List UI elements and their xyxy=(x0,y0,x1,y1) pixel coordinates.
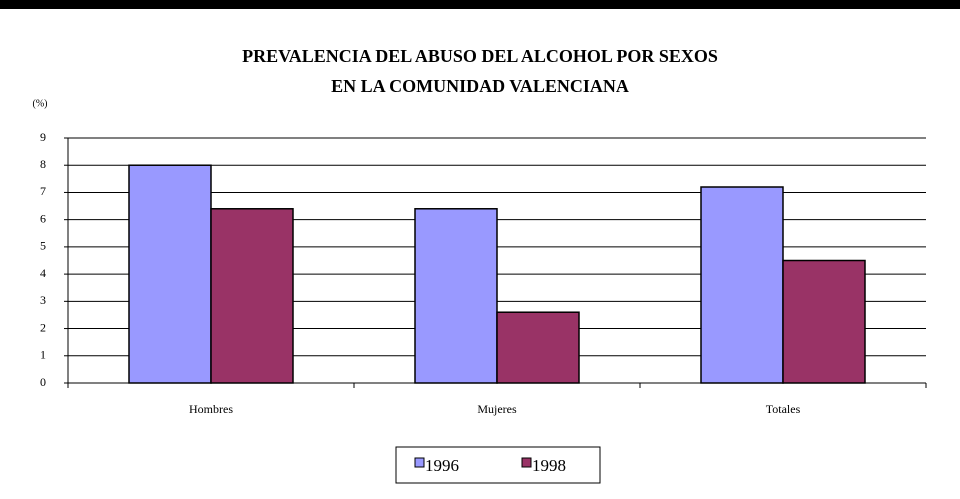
y-tick-label: 0 xyxy=(40,375,46,389)
bar xyxy=(782,259,866,384)
y-tick-label: 5 xyxy=(40,239,46,253)
y-tick-label: 4 xyxy=(40,266,46,280)
x-tick-label: Totales xyxy=(766,402,801,416)
chart-title: PREVALENCIA DEL ABUSO DEL ALCOHOL POR SE… xyxy=(242,46,718,66)
bar xyxy=(414,208,498,384)
y-axis-label: (%) xyxy=(33,98,48,109)
y-tick-label: 6 xyxy=(40,211,46,225)
y-tick-label: 2 xyxy=(40,320,46,334)
bar xyxy=(128,164,212,384)
y-tick-label: 1 xyxy=(40,348,46,362)
y-tick-label: 9 xyxy=(40,130,46,144)
legend-swatch xyxy=(414,457,425,468)
legend-box xyxy=(395,446,601,484)
bar xyxy=(496,311,580,384)
bar xyxy=(700,186,784,384)
x-tick-label: Mujeres xyxy=(477,402,517,416)
y-tick-label: 3 xyxy=(40,293,46,307)
x-tick-label: Hombres xyxy=(189,402,233,416)
chart-title: EN LA COMUNIDAD VALENCIANA xyxy=(331,76,629,96)
legend-swatch xyxy=(521,457,532,468)
y-tick-label: 8 xyxy=(40,157,46,171)
y-tick-label: 7 xyxy=(40,184,46,198)
top-rule xyxy=(0,0,960,9)
bar xyxy=(210,208,294,384)
legend-label: 1998 xyxy=(532,456,566,475)
legend-label: 1996 xyxy=(425,456,459,475)
